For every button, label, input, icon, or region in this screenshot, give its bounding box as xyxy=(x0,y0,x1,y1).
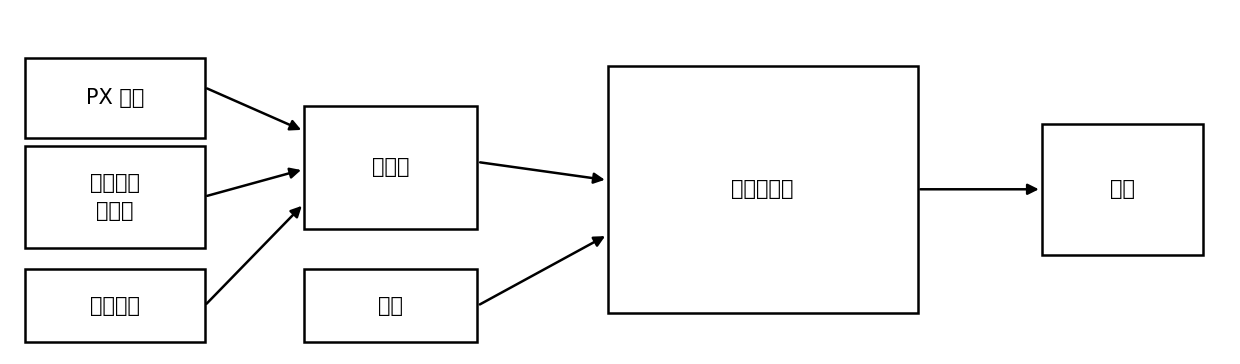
Bar xyxy=(304,106,477,229)
Bar xyxy=(304,269,477,342)
Bar xyxy=(25,146,205,248)
Bar xyxy=(1042,124,1203,255)
Text: 氧化反应器: 氧化反应器 xyxy=(732,179,794,199)
Text: PX 原料: PX 原料 xyxy=(86,88,144,108)
Bar xyxy=(608,66,918,313)
Text: 空气: 空气 xyxy=(378,296,403,316)
Bar xyxy=(25,58,205,138)
Text: 出料: 出料 xyxy=(1110,179,1135,199)
Bar xyxy=(25,269,205,342)
Text: 催化剂和
促进剂: 催化剂和 促进剂 xyxy=(89,173,140,221)
Text: 醒酸溶剂: 醒酸溶剂 xyxy=(89,296,140,316)
Text: 混合料: 混合料 xyxy=(372,158,409,177)
